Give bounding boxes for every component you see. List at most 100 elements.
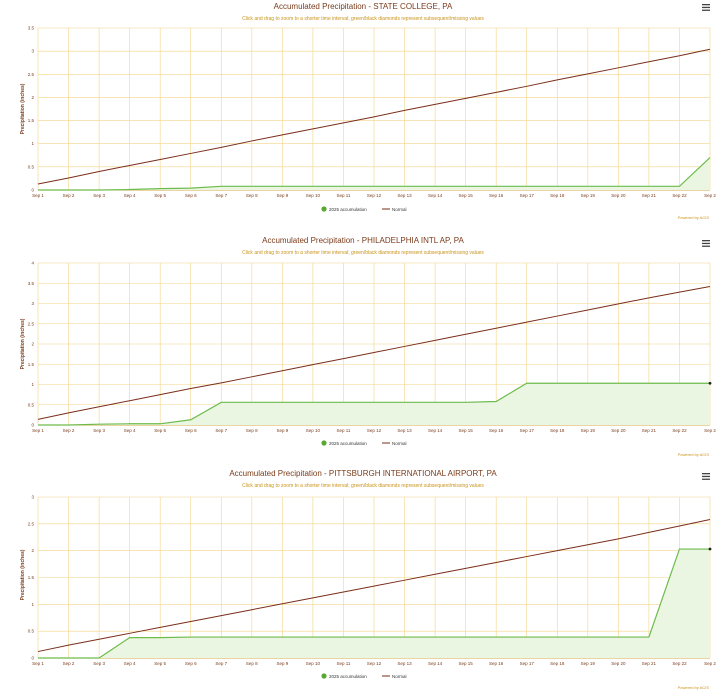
x-tick-label: Sep 6 (185, 193, 197, 198)
legend-marker-accumulation (321, 673, 327, 679)
x-tick-label: Sep 1 (32, 428, 44, 433)
x-tick-label: Sep 7 (215, 428, 227, 433)
x-tick-label: Sep 2 (63, 428, 75, 433)
x-tick-label: Sep 18 (550, 193, 565, 198)
x-tick-label: Sep 22 (672, 193, 687, 198)
x-tick-label: Sep 1 (32, 193, 44, 198)
legend: 2025 accumulation Normal (321, 440, 407, 446)
x-tick-label: Sep 20 (611, 428, 626, 433)
chart-panel-pittsburgh: Accumulated Precipitation - PITTSBURGH I… (0, 465, 727, 695)
accumulation-area-fill (38, 383, 710, 425)
x-tick-label: Sep 9 (276, 661, 288, 666)
x-tick-label: Sep 8 (246, 661, 258, 666)
x-tick-label: Sep 2 (704, 428, 716, 433)
y-tick-label: 1.5 (28, 362, 35, 367)
x-tick-label: Sep 14 (428, 428, 443, 433)
accumulation-end-point (708, 547, 712, 551)
y-axis-label: Precipitation (inches) (20, 83, 26, 134)
normal-series-line (37, 48, 711, 185)
y-tick-label: 0 (31, 423, 34, 428)
x-tick-label: Sep 12 (367, 661, 382, 666)
accumulation-end-point (708, 381, 712, 385)
x-tick-label: Sep 14 (428, 193, 443, 198)
x-tick-label: Sep 2 (63, 193, 75, 198)
y-tick-label: 1.5 (28, 575, 35, 580)
hamburger-menu-icon[interactable] (702, 240, 710, 247)
x-tick-label: Sep 21 (642, 661, 657, 666)
x-tick-label: Sep 20 (611, 193, 626, 198)
x-tick-label: Sep 21 (642, 193, 657, 198)
hamburger-menu-icon[interactable] (702, 473, 710, 480)
x-tick-label: Sep 11 (336, 193, 350, 198)
y-tick-label: 2.5 (28, 521, 35, 526)
accumulation-series-line (38, 157, 711, 191)
chart-svg-1[interactable]: Accumulated Precipitation - STATE COLLEG… (0, 0, 727, 230)
x-tick-label: Sep 2 (704, 193, 716, 198)
y-axis-label: Precipitation (inches) (20, 549, 26, 600)
x-tick-label: Sep 13 (397, 661, 412, 666)
y-tick-label: 0 (31, 656, 34, 661)
chart-panel-philadelphia: Accumulated Precipitation - PHILADELPHIA… (0, 232, 727, 460)
chart-svg-2[interactable]: Accumulated Precipitation - PHILADELPHIA… (0, 232, 727, 460)
y-tick-label: 2.5 (28, 321, 35, 326)
x-tick-label: Sep 10 (306, 661, 321, 666)
y-tick-label: 3 (31, 301, 34, 306)
y-tick-label: 2.5 (28, 72, 35, 77)
chart-subtitle: Click and drag to zoom to a shorter time… (242, 16, 484, 22)
x-tick-label: Sep 10 (306, 428, 321, 433)
y-tick-label: 2 (31, 342, 34, 347)
x-tick-label: Sep 16 (489, 428, 504, 433)
powered-by-credit[interactable]: Powered by ACIS (678, 452, 710, 457)
x-tick-label: Sep 17 (520, 661, 535, 666)
chart-title: Accumulated Precipitation - STATE COLLEG… (274, 2, 453, 11)
y-tick-label: 0.5 (28, 402, 35, 407)
hamburger-menu-icon[interactable] (702, 4, 710, 11)
x-tick-label: Sep 4 (124, 193, 136, 198)
x-tick-label: Sep 7 (215, 193, 227, 198)
chart-svg-3[interactable]: Accumulated Precipitation - PITTSBURGH I… (0, 465, 727, 695)
y-tick-label: 4 (31, 261, 34, 266)
x-tick-label: Sep 8 (246, 428, 258, 433)
powered-by-credit[interactable]: Powered by ACIS (678, 215, 710, 220)
y-tick-label: 2 (31, 95, 34, 100)
legend-label-accumulation: 2025 accumulation (329, 207, 367, 212)
y-tick-label: 3 (31, 49, 34, 54)
accumulation-series-line (38, 548, 710, 659)
plot-area[interactable]: 0 0.5 1 1.5 2 2.5 3 3.5 Sep 1 Sep 2 Sep 3 Sep 4 Sep … (28, 26, 717, 199)
plot-area[interactable]: 0 0.5 1 1.5 2 2.5 3 Sep 1 Sep 2 Sep 3 Sep 4 Sep 5 Se… (28, 495, 717, 667)
x-tick-label: Sep 3 (93, 661, 105, 666)
x-tick-label: Sep 11 (336, 661, 350, 666)
y-tick-label: 0.5 (28, 629, 35, 634)
x-tick-label: Sep 5 (154, 428, 166, 433)
x-tick-label: Sep 4 (124, 661, 136, 666)
x-tick-label: Sep 16 (489, 661, 504, 666)
x-tick-label: Sep 19 (581, 428, 596, 433)
x-tick-label: Sep 3 (93, 193, 105, 198)
x-tick-label: Sep 19 (581, 193, 596, 198)
x-tick-label: Sep 17 (520, 428, 535, 433)
x-tick-label: Sep 16 (489, 193, 504, 198)
x-tick-label: Sep 9 (276, 193, 288, 198)
x-tick-label: Sep 1 (32, 661, 44, 666)
x-tick-label: Sep 15 (459, 193, 474, 198)
legend: 2025 accumulation Normal (321, 673, 407, 679)
legend-label-normal: Normal (392, 207, 407, 212)
x-tick-label: Sep 2 (704, 661, 716, 666)
x-tick-label: Sep 11 (336, 428, 350, 433)
chart-panel-state-college: Accumulated Precipitation - STATE COLLEG… (0, 0, 727, 230)
x-tick-label: Sep 18 (550, 661, 565, 666)
legend-marker-accumulation (321, 440, 327, 446)
y-tick-label: 1 (31, 602, 34, 607)
x-tick-label: Sep 9 (276, 428, 288, 433)
x-tick-label: Sep 15 (459, 428, 474, 433)
legend-marker-accumulation (321, 206, 327, 212)
x-tick-label: Sep 18 (550, 428, 565, 433)
x-tick-label: Sep 13 (397, 428, 412, 433)
x-tick-label: Sep 10 (306, 193, 321, 198)
plot-area[interactable]: 0 0.5 1 1.5 2 2.5 3 3.5 4 Sep 1 Sep 2 Sep 3 Sep 4 Sep… (28, 261, 717, 434)
y-tick-label: 3 (31, 495, 34, 500)
x-tick-label: Sep 3 (93, 428, 105, 433)
powered-by-credit[interactable]: Powered by ACIS (678, 685, 710, 690)
x-tick-label: Sep 5 (154, 661, 166, 666)
chart-title: Accumulated Precipitation - PITTSBURGH I… (229, 469, 497, 478)
